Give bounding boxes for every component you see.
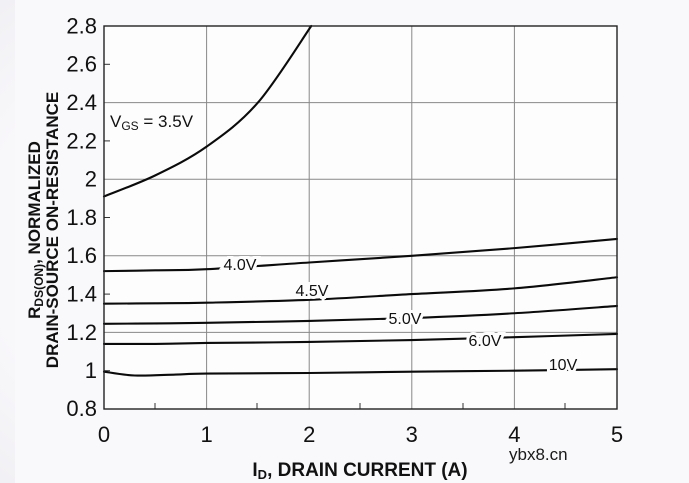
svg-text:1.8: 1.8 xyxy=(66,205,97,230)
svg-text:2.8: 2.8 xyxy=(66,14,97,39)
svg-text:2.2: 2.2 xyxy=(66,129,97,154)
svg-text:1.6: 1.6 xyxy=(66,243,97,268)
svg-text:1: 1 xyxy=(200,422,212,447)
svg-text:6.0V: 6.0V xyxy=(469,333,502,350)
svg-text:0: 0 xyxy=(98,422,110,447)
svg-text:5.0V: 5.0V xyxy=(389,311,422,328)
svg-text:1: 1 xyxy=(85,358,97,383)
svg-text:5: 5 xyxy=(611,422,623,447)
svg-text:DRAIN-SOURCE ON-RESISTANCE: DRAIN-SOURCE ON-RESISTANCE xyxy=(43,92,62,368)
svg-text:ID, DRAIN CURRENT (A): ID, DRAIN CURRENT (A) xyxy=(252,460,467,482)
svg-text:4.5V: 4.5V xyxy=(296,283,329,300)
svg-text:3: 3 xyxy=(406,422,418,447)
svg-text:10V: 10V xyxy=(549,357,578,374)
svg-text:1.4: 1.4 xyxy=(66,282,97,307)
svg-text:0.8: 0.8 xyxy=(66,396,97,421)
svg-text:2.6: 2.6 xyxy=(66,52,97,77)
svg-text:1.2: 1.2 xyxy=(66,320,97,345)
svg-text:ybx8.cn: ybx8.cn xyxy=(509,445,568,464)
svg-text:2.4: 2.4 xyxy=(66,90,97,115)
svg-text:2: 2 xyxy=(85,167,97,192)
svg-text:4.0V: 4.0V xyxy=(224,257,257,274)
svg-text:4: 4 xyxy=(508,422,520,447)
svg-text:2: 2 xyxy=(303,422,315,447)
